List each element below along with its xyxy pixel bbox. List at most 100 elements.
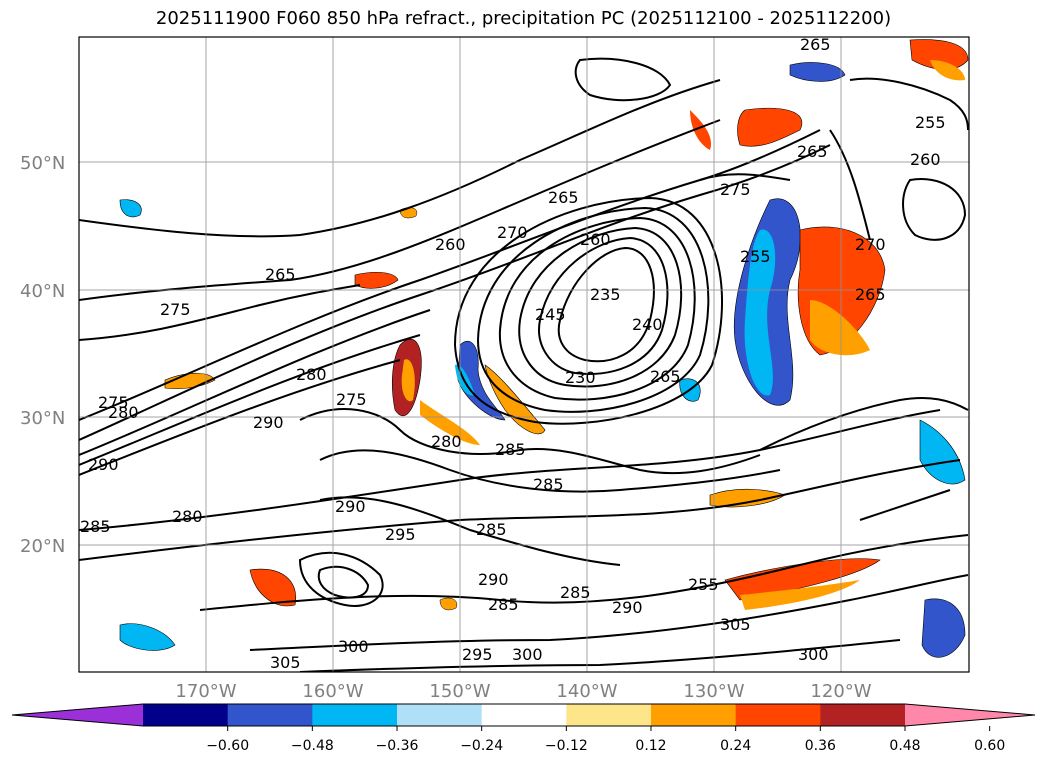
precip-blob-orange-streak [420, 400, 480, 445]
contour-label: 265 [548, 188, 579, 207]
colorbar-extend-max [905, 704, 1035, 726]
contour-east-280 [859, 489, 951, 521]
contour-mid-285 [319, 449, 781, 493]
contour-label: 270 [855, 235, 886, 254]
contour-low-255 [476, 206, 710, 413]
contour-label: 260 [910, 150, 941, 169]
contour-label: 285 [476, 520, 507, 539]
precip-blob-orange-center [401, 359, 415, 402]
contour-low-240 [538, 236, 669, 375]
colorbar-tick-label: −0.48 [291, 738, 334, 754]
contour-jet-1 [79, 129, 821, 421]
contour-label: 255 [915, 113, 946, 132]
contour-label: 275 [98, 393, 129, 412]
precip-blob-lightblue-california [744, 229, 776, 396]
precip-blob-red-ne [909, 39, 969, 70]
contour-label: 285 [488, 595, 519, 614]
colorbar-tick-label: 0.12 [635, 738, 666, 754]
contour-east-275 [759, 397, 969, 451]
precip-blob-orange-coast [690, 110, 711, 150]
contour-label: 290 [335, 497, 366, 516]
contour-east-265 [829, 129, 871, 241]
contour-label: 265 [800, 35, 831, 54]
contour-label: 275 [720, 180, 751, 199]
colorbar-segment [735, 704, 821, 726]
lon-label: 130°W [683, 681, 744, 702]
precip-blob-orange-se [740, 580, 860, 610]
colorbar-segment [397, 704, 483, 726]
contour-south-300 [249, 574, 969, 651]
colorbar-tick-label: −0.24 [460, 738, 503, 754]
contour-low-235 [557, 246, 655, 363]
precip-blob-orange-ne [930, 60, 965, 81]
contour-label: 285 [495, 440, 526, 459]
contour-label: 265 [797, 142, 828, 161]
precip-blob-red-bc [737, 107, 803, 147]
contour-low-250 [498, 216, 696, 401]
contour-label: 260 [435, 235, 466, 254]
contour-label: 275 [336, 390, 367, 409]
precip-blob-blue-sw [119, 623, 176, 651]
lat-label: 50°N [20, 153, 65, 174]
contour-label: 300 [512, 645, 543, 664]
precip-blob-blue-baja [919, 419, 966, 485]
colorbar-tick-label: −0.60 [206, 738, 249, 754]
precip-blob-red-west [354, 271, 399, 289]
contour-label: 270 [497, 223, 528, 242]
lon-label: 160°W [302, 681, 363, 702]
map-title: 2025111900 F060 850 hPa refract., precip… [155, 8, 892, 29]
contour-label: 260 [580, 230, 611, 249]
contour-label: 230 [565, 368, 596, 387]
gridlines [79, 37, 969, 672]
contour-label: 300 [798, 645, 829, 664]
refractivity-contours [79, 57, 969, 672]
contour-low-260 [453, 196, 723, 425]
precip-blob-orange-sm2 [439, 597, 458, 611]
colorbar-tick-label: 0.48 [889, 738, 920, 754]
contour-label: 285 [80, 517, 111, 536]
contour-label: 290 [612, 598, 643, 617]
contour-jet-5 [79, 359, 401, 476]
contour-mid-290 [319, 496, 621, 566]
contour-jet-3 [79, 309, 431, 456]
contour-label: 235 [590, 285, 621, 304]
colorbar-tick-label: 0.36 [805, 738, 836, 754]
lat-label: 40°N [20, 281, 65, 302]
contour-north-loop [574, 57, 672, 102]
contour-box-1 [298, 551, 384, 607]
lon-label: 140°W [556, 681, 617, 702]
contour-label: 285 [560, 583, 591, 602]
colorbar-segment [312, 704, 398, 726]
precip-blob-blue-center [457, 340, 506, 421]
contour-south-295 [199, 534, 969, 611]
lat-label: 30°N [20, 408, 65, 429]
contour-label: 300 [338, 637, 369, 656]
contour-label: 285 [533, 475, 564, 494]
contour-label: 290 [253, 413, 284, 432]
contour-label: 245 [535, 305, 566, 324]
colorbar-segment [820, 704, 906, 726]
contour-label: 290 [88, 455, 119, 474]
precip-blob-orange-norcal [810, 300, 870, 356]
colorbar-segment [651, 704, 737, 726]
colorbar-tick-label: −0.36 [376, 738, 419, 754]
contour-label: 290 [478, 570, 509, 589]
contour-label: 295 [385, 525, 416, 544]
lon-label: 120°W [810, 681, 871, 702]
colorbar-segment [566, 704, 652, 726]
colorbar-tick-label: 0.24 [720, 738, 751, 754]
colorbar-segment [481, 704, 567, 726]
precip-blob-red-sw [249, 568, 297, 607]
precip-blob-blue-alaska [789, 62, 846, 82]
contour-labels: 265 255 265 260 270 260 275 245 235 240 … [80, 35, 946, 672]
colorbar-tick-label: −0.12 [545, 738, 588, 754]
contour-north-265 [79, 119, 721, 301]
contour-east-270 [699, 173, 791, 181]
contour-label: 255 [688, 575, 719, 594]
contour-jet-2 [79, 144, 831, 441]
lon-label: 150°W [429, 681, 490, 702]
colorbar-extend-min [12, 704, 143, 726]
contour-label: 265 [265, 265, 296, 284]
contour-label: 305 [720, 615, 751, 634]
